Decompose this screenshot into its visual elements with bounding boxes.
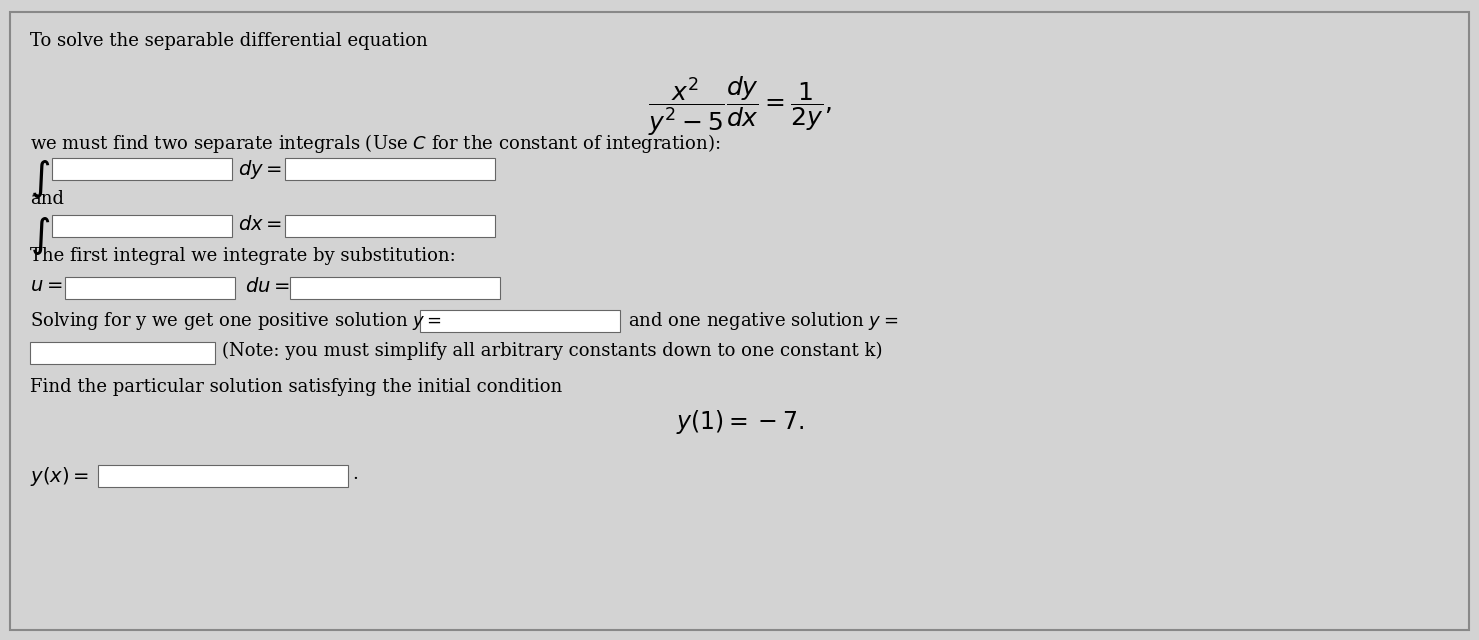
Text: $u = $: $u = $ <box>30 277 62 295</box>
FancyBboxPatch shape <box>52 158 232 180</box>
Text: $dy = $: $dy = $ <box>238 158 282 181</box>
FancyBboxPatch shape <box>285 158 495 180</box>
FancyBboxPatch shape <box>420 310 620 332</box>
Text: Find the particular solution satisfying the initial condition: Find the particular solution satisfying … <box>30 378 562 396</box>
FancyBboxPatch shape <box>65 277 235 299</box>
FancyBboxPatch shape <box>52 215 232 237</box>
FancyBboxPatch shape <box>98 465 348 487</box>
FancyBboxPatch shape <box>30 342 214 364</box>
Text: and one negative solution $y = $: and one negative solution $y = $ <box>629 310 898 332</box>
Text: $\int$: $\int$ <box>30 215 50 257</box>
FancyBboxPatch shape <box>285 215 495 237</box>
Text: To solve the separable differential equation: To solve the separable differential equa… <box>30 32 427 50</box>
FancyBboxPatch shape <box>290 277 500 299</box>
Text: $y(x) = $: $y(x) = $ <box>30 465 89 488</box>
Text: Solving for y we get one positive solution $y = $: Solving for y we get one positive soluti… <box>30 310 442 332</box>
Text: $du = $: $du = $ <box>246 277 290 296</box>
Text: $\int$: $\int$ <box>30 158 50 200</box>
Text: The first integral we integrate by substitution:: The first integral we integrate by subst… <box>30 247 456 265</box>
Text: $y(1) = -7.$: $y(1) = -7.$ <box>676 408 805 436</box>
FancyBboxPatch shape <box>10 12 1469 630</box>
Text: and: and <box>30 190 64 208</box>
Text: (Note: you must simplify all arbitrary constants down to one constant k): (Note: you must simplify all arbitrary c… <box>222 342 883 360</box>
Text: $\dfrac{x^2}{y^2-5}\dfrac{dy}{dx} = \dfrac{1}{2y},$: $\dfrac{x^2}{y^2-5}\dfrac{dy}{dx} = \dfr… <box>648 75 833 138</box>
Text: .: . <box>352 465 358 483</box>
Text: we must find two separate integrals (Use $C$ for the constant of integration):: we must find two separate integrals (Use… <box>30 132 720 155</box>
Text: $dx = $: $dx = $ <box>238 215 282 234</box>
